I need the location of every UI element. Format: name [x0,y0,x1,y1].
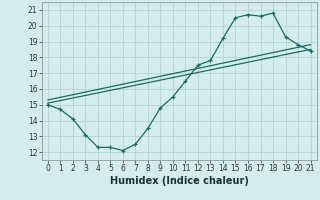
X-axis label: Humidex (Indice chaleur): Humidex (Indice chaleur) [110,176,249,186]
